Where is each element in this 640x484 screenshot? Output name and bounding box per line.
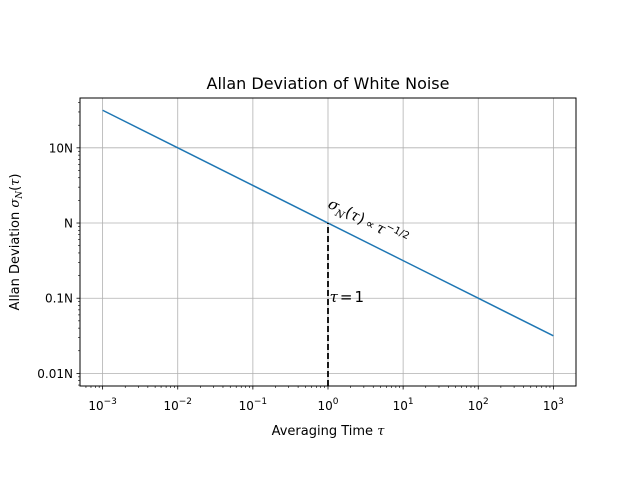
grid [80,98,576,386]
y-tick-label: N [64,217,73,231]
x-tick-label: 101 [393,397,414,413]
annotation-tau-equals-1: τ = 1 [330,288,364,306]
y-tick-label: 10N [49,141,73,155]
series-layer [102,109,554,337]
x-tick-label: 10−1 [239,397,268,413]
y-axis-label: Allan Deviation σN(τ) [8,174,25,311]
x-tick-label: 100 [317,397,338,413]
y-tick-label: 0.01N [37,367,73,381]
x-axis-label: Averaging Time τ [272,424,386,439]
x-tick-label: 10−3 [88,397,117,413]
ticks: 10−3 10−2 10−1 100 101 102 103 0.01N 0.1N N 10N [37,102,564,413]
x-tick-label: 103 [543,397,564,413]
y-tick-label: 0.1N [45,292,73,306]
series-line [102,109,554,337]
x-tick-label: 10−2 [163,397,192,413]
x-tick-label: 102 [468,397,489,413]
annotation-allan-law: σN(τ)∝τ−1/2 [324,194,411,252]
chart-title: Allan Deviation of White Noise [207,74,450,93]
